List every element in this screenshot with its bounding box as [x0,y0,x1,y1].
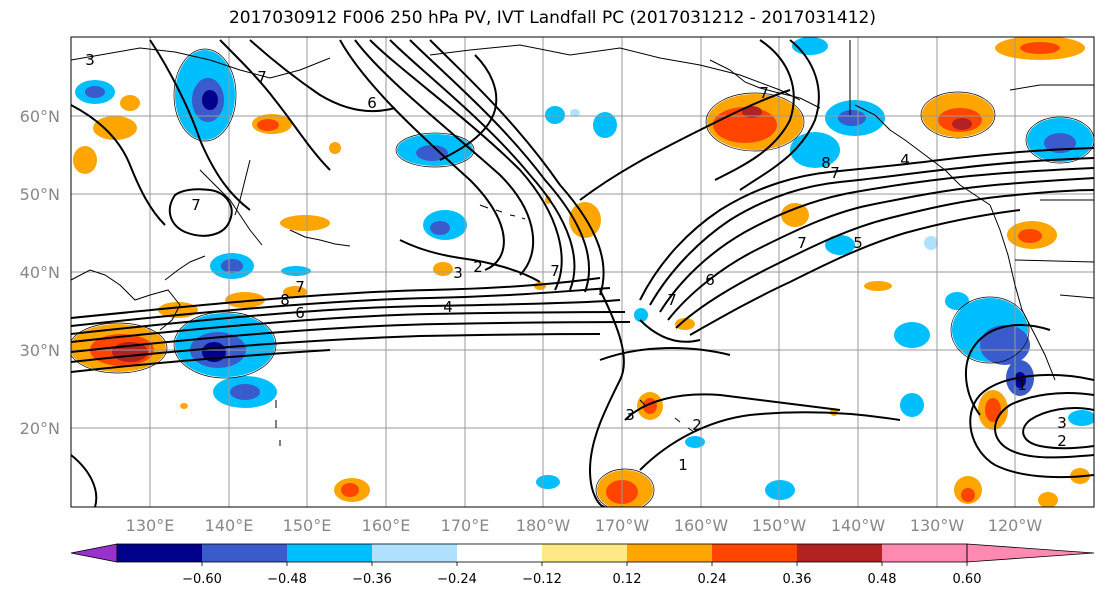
contour-label: 7 [295,278,305,296]
map-panel: 3 7 6 7 8 7 6 4 3 2 7 7 6 5 7 8 7 4 2 1 … [71,37,1094,507]
contour-label: 1 [1017,376,1027,394]
lon-label: 160°W [674,516,729,535]
map-title: 2017030912 F006 250 hPa PV, IVT Landfall… [228,8,876,28]
coastlines [71,40,1094,446]
contour-label: 7 [667,291,677,309]
colorbar-swatch [202,544,287,562]
colorbar-swatch [287,544,372,562]
lat-label: 20°N [20,419,60,438]
colorbar-tick-label: −0.12 [522,572,562,587]
contour-label: 2 [692,416,702,434]
ivt-contours [71,48,1094,507]
contour-label: 3 [1057,414,1067,432]
colorbar-swatch [372,544,457,562]
colorbar-swatch [712,544,797,562]
contour-label: 3 [85,51,95,69]
contour-label: 4 [900,151,910,169]
colorbar-tick-label: −0.36 [352,572,392,587]
lon-label: 180°W [516,516,571,535]
contour-label: 7 [797,234,807,252]
colorbar-tick-label: 0.36 [783,572,812,587]
lat-label: 40°N [20,263,60,282]
contour-label: 7 [759,84,769,102]
colorbar-tick-label: 0.12 [613,572,642,587]
lon-label: 170°W [595,516,650,535]
colorbar-swatch [457,544,542,562]
map-frame [70,36,1095,508]
lon-label: 140°W [831,516,886,535]
lat-label: 50°N [20,185,60,204]
colorbar: −0.60 −0.48 −0.36 −0.24 −0.12 0.12 0.24 … [70,543,1095,587]
pv-contours [71,39,1094,507]
lat-label: 60°N [20,107,60,126]
contour-label: 8 [821,154,831,172]
latitude-labels: 60°N 50°N 40°N 30°N 20°N [20,107,60,438]
lon-label: 150°W [752,516,807,535]
contour-label: 4 [443,298,453,316]
lon-label: 130°W [910,516,965,535]
contour-label: 2 [1057,432,1067,450]
colorbar-tick-label: −0.24 [437,572,477,587]
contour-label: 6 [705,271,715,289]
contour-label: 6 [295,304,305,322]
lon-label: 150°E [283,516,332,535]
lon-label: 160°E [362,516,411,535]
contour-label: 8 [280,291,290,309]
colorbar-right-arrow [966,543,1095,563]
longitude-labels: 130°E 140°E 150°E 160°E 170°E 180°W 170°… [126,516,1043,535]
contour-label: 3 [625,406,635,424]
contour-label: 2 [473,258,483,276]
contour-label: 7 [191,196,201,214]
lon-label: 170°E [441,516,490,535]
contour-labels: 3 7 6 7 8 7 6 4 3 2 7 7 6 5 7 8 7 4 2 1 … [85,51,1067,474]
colorbar-swatch [627,544,712,562]
colorbar-swatch [882,544,967,562]
contour-label: 7 [550,262,560,280]
lon-label: 120°W [988,516,1043,535]
contour-label: 1 [678,456,688,474]
colorbar-tick-label: −0.48 [267,572,307,587]
colorbar-tick-label: 0.48 [868,572,897,587]
contour-label: 7 [830,164,840,182]
colorbar-tick-label: 0.60 [953,572,982,587]
lon-label: 130°E [126,516,175,535]
colorbar-swatch [117,544,202,562]
contour-label: 6 [367,94,377,112]
contour-label: 3 [453,264,463,282]
colorbar-left-arrow [70,543,118,563]
lat-label: 30°N [20,341,60,360]
contour-label: 7 [257,68,267,86]
colorbar-tick-label: 0.24 [698,572,727,587]
colorbar-swatch [797,544,882,562]
colorbar-swatch [542,544,627,562]
contour-label: 5 [853,234,863,252]
lon-label: 140°E [205,516,254,535]
colorbar-tick-label: −0.60 [182,572,222,587]
